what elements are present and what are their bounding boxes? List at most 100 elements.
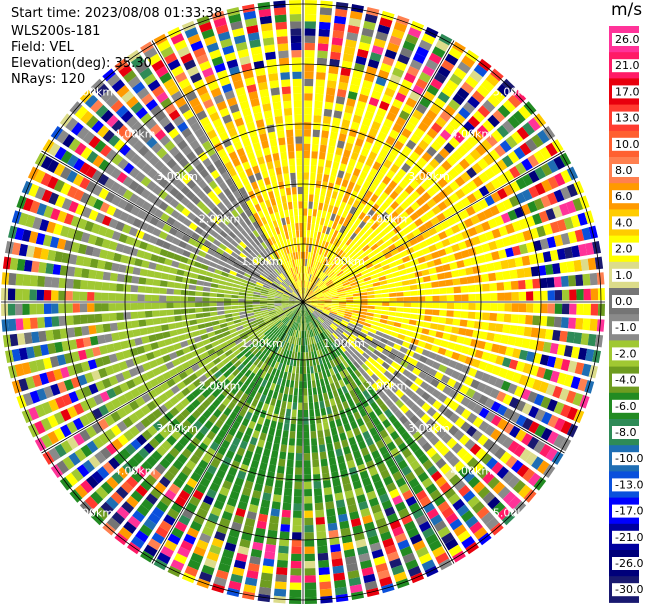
range-gate — [255, 246, 262, 254]
range-gate — [597, 303, 605, 316]
range-gate — [261, 30, 274, 39]
range-gate — [226, 338, 235, 345]
range-gate — [321, 130, 329, 139]
range-gate — [389, 375, 398, 384]
range-gate — [315, 238, 320, 247]
range-gate — [396, 351, 406, 359]
range-gate — [513, 500, 527, 515]
range-gate — [271, 450, 279, 459]
range-gate — [360, 447, 370, 457]
range-gate — [430, 378, 440, 388]
range-gate — [441, 357, 451, 366]
range-gate — [230, 331, 239, 338]
range-gate — [446, 216, 457, 226]
range-gate — [491, 228, 502, 239]
range-gate — [285, 342, 290, 350]
range-gate — [171, 358, 181, 367]
range-gate — [419, 424, 430, 435]
range-gate — [417, 340, 426, 348]
range-gate — [130, 536, 145, 549]
range-gate — [187, 212, 197, 221]
range-gate — [111, 332, 120, 342]
range-gate — [85, 411, 97, 424]
range-gate — [484, 230, 495, 241]
range-gate — [255, 476, 265, 485]
range-gate — [115, 293, 124, 301]
range-gate — [165, 361, 175, 370]
range-gate — [290, 172, 296, 181]
range-gate — [226, 535, 239, 545]
range-gate — [362, 389, 371, 399]
range-gate — [280, 256, 286, 264]
range-gate — [47, 342, 57, 355]
range-gate — [375, 397, 384, 407]
range-gate — [479, 331, 488, 340]
range-gate — [319, 378, 325, 387]
range-gate — [303, 309, 306, 317]
range-gate — [417, 436, 428, 447]
range-gate — [281, 297, 289, 300]
range-gate — [325, 319, 332, 325]
range-gate — [284, 209, 289, 218]
range-gate — [260, 261, 268, 268]
range-gate — [182, 483, 194, 495]
range-gate — [154, 129, 166, 141]
range-gate — [371, 450, 381, 460]
range-gate — [345, 39, 357, 49]
range-gate — [260, 370, 267, 379]
range-gate — [421, 364, 431, 374]
range-gate — [366, 218, 375, 227]
range-gate — [304, 568, 316, 576]
range-gate — [323, 487, 333, 496]
range-gate — [552, 263, 561, 275]
range-gate — [73, 433, 85, 446]
range-gate — [304, 546, 315, 554]
range-gate — [309, 416, 316, 425]
range-gate — [267, 529, 278, 539]
range-gate — [240, 392, 249, 402]
range-gate — [373, 83, 385, 94]
range-gate — [443, 104, 456, 117]
range-gate — [221, 171, 231, 181]
range-gate — [285, 474, 293, 482]
range-gate — [289, 260, 294, 268]
range-gate — [293, 290, 299, 297]
range-gate — [488, 353, 498, 364]
range-gate — [375, 517, 387, 528]
range-gate — [253, 483, 263, 492]
range-gate — [504, 303, 512, 312]
range-gate — [134, 337, 143, 346]
range-gate — [162, 241, 172, 250]
range-gate — [310, 302, 318, 304]
range-gate — [293, 282, 298, 290]
range-gate — [405, 399, 415, 409]
range-gate — [410, 572, 425, 584]
range-gate — [219, 413, 228, 423]
range-gate — [231, 72, 242, 83]
range-gate — [582, 273, 591, 286]
range-gate — [291, 275, 296, 283]
range-gate — [463, 376, 474, 386]
range-gate — [304, 496, 313, 504]
range-gate — [341, 343, 349, 350]
range-gate — [360, 86, 371, 97]
range-gate — [275, 308, 283, 313]
range-gate — [431, 389, 442, 399]
range-gate — [112, 385, 123, 396]
range-gate — [310, 267, 314, 275]
range-gate — [211, 320, 220, 326]
range-gate — [210, 283, 219, 288]
range-gate — [372, 235, 381, 243]
range-gate — [320, 313, 328, 319]
range-gate — [65, 315, 74, 326]
range-gate — [2, 334, 12, 348]
range-gate — [203, 317, 212, 323]
range-gate — [490, 428, 502, 441]
range-gate — [379, 17, 393, 28]
range-gate — [371, 212, 380, 222]
range-gate — [304, 273, 306, 281]
range-gate — [457, 373, 467, 383]
range-gate — [308, 201, 313, 209]
range-gate — [221, 326, 229, 333]
range-gate — [143, 150, 155, 162]
